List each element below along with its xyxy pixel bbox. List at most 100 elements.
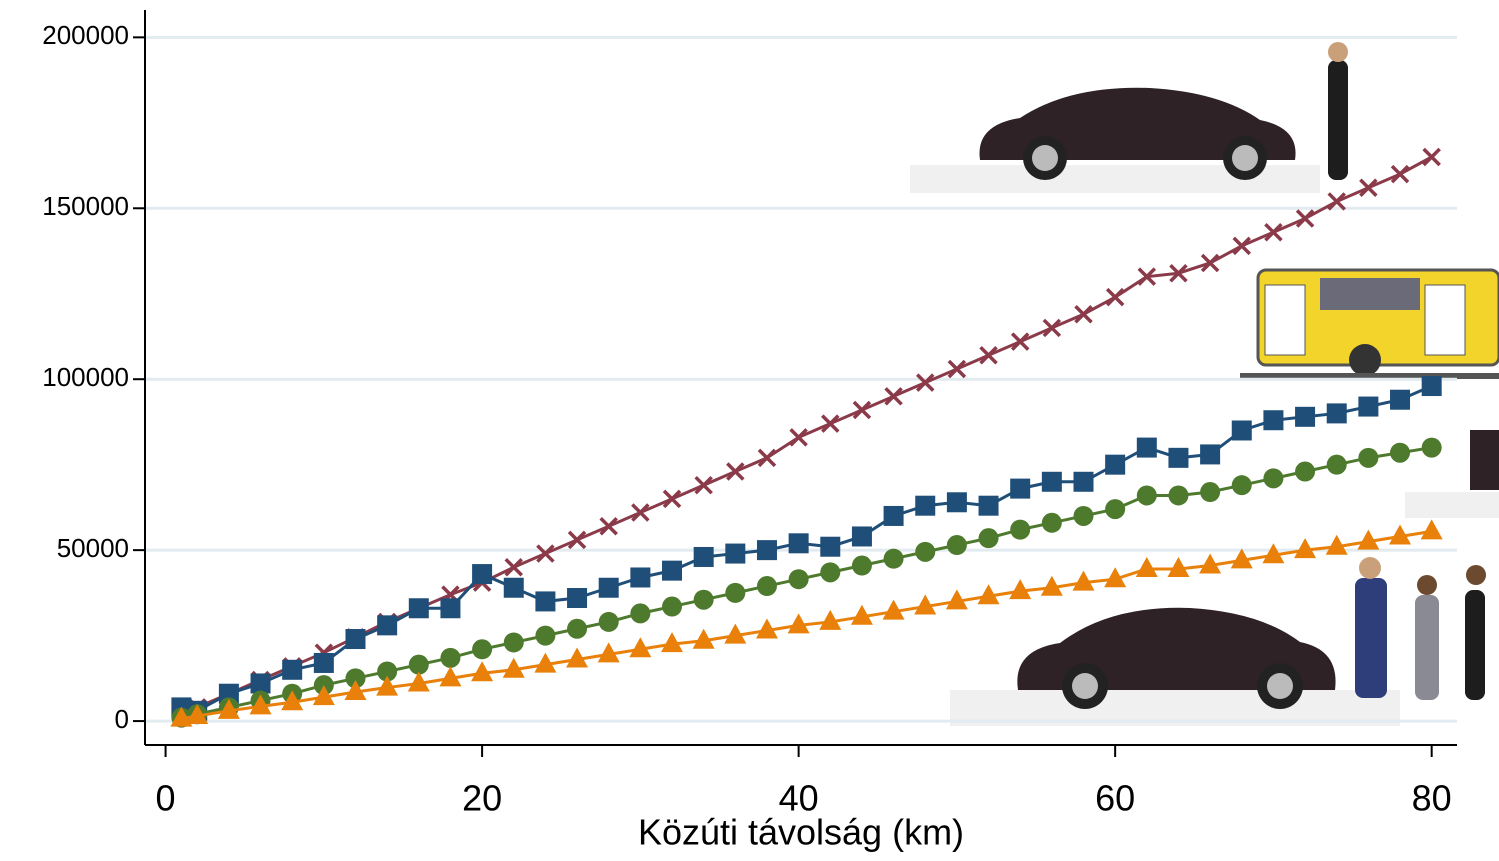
x-tick-label: 40: [779, 778, 819, 819]
marker: [1074, 305, 1093, 324]
marker: [1136, 485, 1157, 506]
marker: [1422, 147, 1441, 167]
marker: [1073, 505, 1094, 526]
marker: [1358, 396, 1379, 417]
marker: [820, 536, 841, 557]
marker: [662, 560, 683, 581]
marker: [281, 690, 304, 711]
marker: [407, 671, 430, 692]
marker: [1358, 447, 1379, 468]
marker: [629, 637, 652, 658]
marker: [850, 604, 873, 625]
marker: [282, 659, 303, 680]
marker: [1136, 437, 1157, 458]
marker: [978, 528, 999, 549]
marker: [439, 666, 462, 687]
marker: [313, 652, 334, 673]
marker: [756, 540, 777, 561]
marker: [1135, 556, 1158, 577]
marker: [217, 698, 240, 719]
marker: [725, 582, 746, 603]
marker: [693, 546, 714, 567]
marker: [947, 359, 967, 379]
marker: [915, 495, 936, 516]
marker: [1421, 437, 1442, 458]
marker: [914, 594, 937, 615]
x-axis-label: Közúti távolság (km): [638, 812, 964, 853]
marker: [726, 462, 745, 481]
marker: [1200, 253, 1220, 273]
marker: [440, 647, 461, 668]
marker: [789, 428, 808, 447]
marker: [1359, 178, 1378, 198]
marker: [820, 562, 841, 583]
marker: [1263, 410, 1284, 431]
marker: [915, 541, 936, 562]
marker: [692, 628, 715, 649]
y-tick-label: 0: [115, 704, 129, 734]
marker: [978, 495, 999, 516]
marker: [694, 475, 713, 495]
marker: [598, 611, 619, 632]
marker: [1263, 468, 1284, 489]
marker: [946, 535, 967, 556]
marker: [1230, 548, 1253, 569]
marker: [725, 543, 746, 564]
y-tick-label: 150000: [42, 191, 129, 221]
marker: [535, 591, 556, 612]
plot: [170, 147, 1443, 728]
marker: [567, 588, 588, 608]
marker: [1073, 471, 1094, 492]
y-tick-label: 100000: [42, 362, 129, 392]
marker: [472, 564, 493, 585]
marker: [1390, 164, 1410, 184]
marker: [1105, 287, 1125, 307]
marker: [979, 346, 998, 365]
marker: [1326, 403, 1347, 424]
marker: [1327, 192, 1346, 211]
marker: [852, 400, 872, 420]
series: [171, 376, 1442, 721]
decoration: [910, 42, 1499, 726]
marker: [170, 706, 193, 727]
marker: [946, 492, 967, 513]
marker: [312, 685, 335, 706]
marker: [1105, 499, 1126, 520]
marker: [1041, 471, 1062, 492]
marker: [1105, 454, 1126, 475]
marker: [345, 629, 366, 650]
marker: [788, 533, 809, 554]
marker: [883, 505, 904, 526]
marker: [1042, 318, 1062, 338]
marker: [1041, 512, 1062, 533]
marker: [662, 596, 683, 617]
marker: [851, 555, 872, 576]
marker: [819, 609, 842, 630]
marker: [631, 503, 650, 522]
marker: [503, 632, 524, 653]
marker: [440, 598, 461, 619]
marker: [1421, 376, 1442, 397]
marker: [1389, 524, 1412, 545]
marker: [472, 639, 493, 660]
x-tick-label: 20: [462, 778, 502, 819]
marker: [757, 448, 777, 468]
marker: [377, 615, 398, 636]
marker: [630, 603, 651, 624]
marker: [598, 577, 619, 598]
marker: [1167, 556, 1190, 577]
marker: [503, 577, 524, 598]
marker: [755, 618, 778, 639]
marker: [1420, 519, 1443, 540]
marker: [1232, 236, 1251, 256]
marker: [788, 569, 809, 590]
marker: [1010, 478, 1031, 499]
marker: [249, 694, 272, 715]
marker: [1326, 454, 1347, 475]
marker: [851, 526, 872, 547]
x-tick-label: 60: [1095, 778, 1135, 819]
marker: [376, 675, 399, 696]
marker: [567, 530, 587, 550]
marker: [977, 584, 1000, 605]
marker: [1295, 461, 1316, 482]
